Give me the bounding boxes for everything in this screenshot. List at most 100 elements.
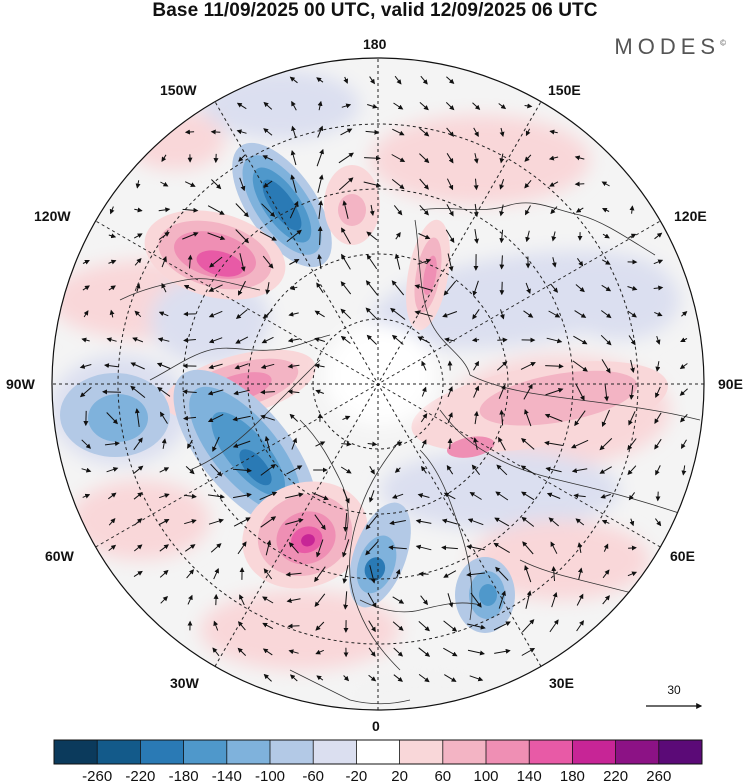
wind-vector-arrow	[447, 438, 453, 450]
wind-vector-arrow	[522, 541, 534, 555]
wind-vector-arrow	[184, 129, 195, 135]
wind-vector-arrow	[369, 204, 375, 216]
wind-vector-arrow	[317, 100, 323, 111]
wind-vector-arrow	[601, 409, 610, 428]
wind-vector-arrow	[157, 337, 170, 343]
wind-vector-arrow	[108, 259, 117, 265]
wind-vector-arrow	[183, 337, 196, 343]
wind-vector-arrow	[369, 565, 376, 584]
wind-vector-arrow	[394, 441, 403, 447]
wind-vector-arrow	[365, 129, 380, 135]
wind-vector-arrow	[235, 203, 249, 218]
wind-vector-arrow	[628, 411, 636, 426]
wind-vector-arrow	[263, 128, 273, 136]
wind-vector-arrow	[289, 674, 298, 682]
wind-vector-arrow	[679, 388, 688, 396]
wind-vector-arrow	[288, 311, 299, 317]
wind-vector-arrow	[289, 259, 300, 265]
wind-vector-arrow	[550, 283, 559, 293]
wind-vector-arrow	[237, 647, 247, 656]
wind-vector-arrow	[420, 75, 428, 85]
wind-vector-arrow	[290, 174, 297, 193]
wind-vector-arrow	[498, 436, 506, 451]
wind-vector-arrow	[524, 564, 532, 583]
wind-vector-arrow	[262, 155, 273, 161]
wind-vector-arrow	[417, 493, 430, 498]
wind-vector-arrow	[208, 337, 223, 344]
wind-vector-arrow	[443, 647, 458, 657]
wind-vector-arrow	[551, 231, 557, 242]
wind-vector-arrow	[182, 389, 197, 395]
wind-vector-arrow	[236, 102, 247, 110]
wind-vector-arrow	[550, 541, 558, 554]
wind-vector-arrow	[627, 285, 638, 291]
wind-vector-arrow	[394, 75, 402, 85]
wind-vector-arrow	[291, 437, 298, 450]
wind-vector-arrow	[316, 539, 324, 558]
wind-vector-arrow	[680, 337, 688, 342]
wind-vector-arrow	[317, 226, 323, 246]
wind-vector-arrow	[158, 231, 170, 240]
wind-vector-arrow	[260, 516, 277, 528]
wind-vector-arrow	[473, 153, 479, 164]
wind-vectors	[79, 75, 688, 683]
wind-vector-arrow	[315, 389, 324, 395]
colorbar-swatch	[572, 740, 617, 764]
wind-vector-arrow	[342, 539, 350, 558]
wind-vector-arrow	[570, 439, 589, 449]
wind-vector-arrow	[232, 440, 251, 448]
wind-vector-arrow	[289, 285, 298, 291]
wind-vector-arrow	[546, 492, 561, 499]
wind-vector-arrow	[494, 517, 510, 527]
wind-vector-arrow	[108, 285, 116, 291]
wind-vector-arrow	[496, 464, 508, 476]
wind-vector-arrow	[133, 544, 143, 552]
wind-vector-arrow	[655, 465, 661, 476]
colorbar-swatch	[226, 740, 271, 764]
wind-vector-arrow	[340, 308, 352, 320]
wind-vector-arrow	[441, 518, 458, 525]
wind-vector-arrow	[368, 490, 375, 503]
wind-vector-arrow	[473, 385, 480, 398]
wind-vector-arrow	[365, 280, 378, 296]
wind-vector-arrow	[523, 383, 533, 400]
wind-vector-arrow	[681, 311, 688, 317]
wind-vector-arrow	[472, 280, 479, 297]
wind-vector-arrow	[365, 514, 379, 530]
wind-vector-arrow	[628, 335, 636, 346]
colorbar-swatch	[54, 740, 98, 764]
wind-vector-arrow	[601, 284, 612, 292]
wind-vector-arrow	[544, 413, 563, 422]
lon-label-120w: 120W	[34, 208, 71, 224]
wind-vector-arrow	[317, 253, 323, 270]
colorbar-tick-label: 60	[434, 768, 451, 783]
wind-vector-arrow	[471, 464, 480, 476]
colorbar-tick-label: -20	[346, 768, 368, 783]
wind-vector-arrow	[265, 539, 272, 556]
lon-label-180: 180	[363, 36, 387, 52]
wind-vector-arrow	[211, 179, 222, 190]
colorbar-swatch	[399, 740, 444, 764]
wind-vector-arrow	[208, 310, 223, 318]
wind-vector-arrow	[238, 154, 246, 162]
wind-vector-arrow	[366, 254, 378, 270]
colorbar-swatch	[97, 740, 141, 764]
wind-vector-arrow	[653, 285, 664, 291]
wind-vector-arrow	[291, 125, 297, 138]
wind-vector-arrow	[338, 152, 354, 164]
wind-vector-arrow	[184, 493, 197, 499]
wind-vector-arrow	[160, 181, 169, 187]
wind-vector-arrow	[390, 307, 406, 320]
wind-vector-arrow	[447, 386, 453, 398]
wind-vector-arrow	[573, 335, 588, 345]
wind-vector-arrow	[549, 619, 559, 633]
wind-vector-arrow	[314, 337, 326, 343]
wind-vector-arrow	[187, 594, 193, 605]
wind-vector-arrow	[365, 307, 379, 321]
wind-vector-arrow	[600, 493, 611, 499]
colorbar-swatch	[529, 740, 573, 764]
reference-vector: 30	[646, 683, 703, 709]
wind-vector-arrow	[603, 543, 609, 552]
wind-vector-arrow	[340, 335, 351, 344]
wind-vector-arrow	[575, 207, 584, 213]
